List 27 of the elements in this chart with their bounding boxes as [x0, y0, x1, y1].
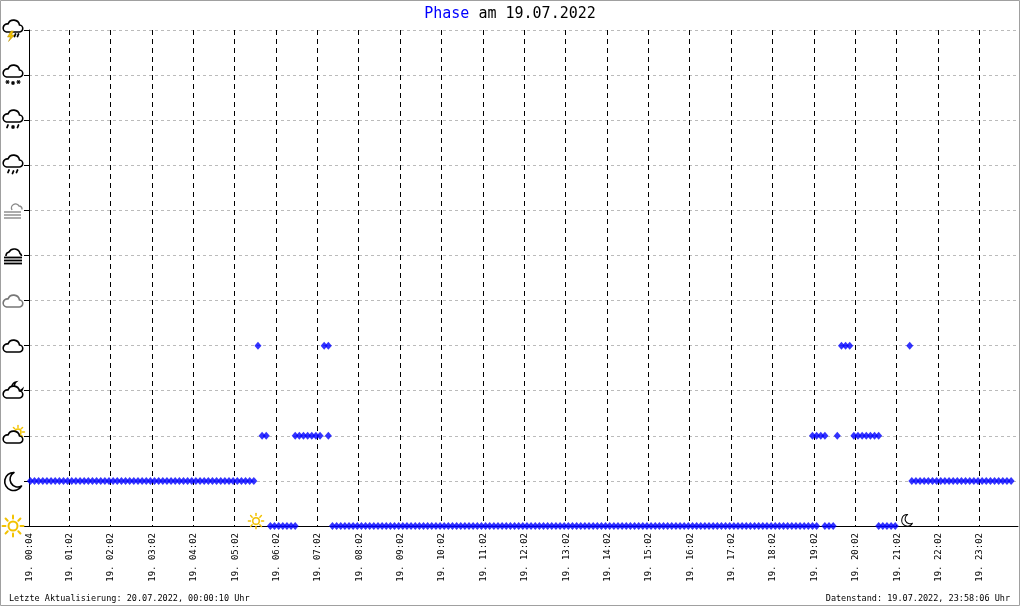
x-tick-label: 19. 19:02	[808, 533, 819, 582]
x-tick-label: 19. 20:02	[850, 533, 861, 582]
x-tick-label: 19. 13:02	[560, 533, 571, 582]
x-tick-label: 19. 17:02	[726, 533, 737, 582]
x-tick-label: 19. 15:02	[643, 533, 654, 582]
x-tick-label: 19. 04:02	[188, 533, 199, 582]
x-tick-label: 19. 14:02	[601, 533, 612, 582]
x-tick-label: 19. 16:02	[684, 533, 695, 582]
x-tick-label: 19. 23:02	[974, 533, 985, 582]
x-tick-label: 19. 18:02	[767, 533, 778, 582]
text: Datenstand: 19.07.2022, 23:58:06 Uhr	[825, 593, 1010, 603]
x-tick-label: 19. 11:02	[477, 533, 488, 582]
x-tick-label: 19. 05:02	[229, 533, 240, 582]
x-tick-label: 19. 07:02	[312, 533, 323, 582]
x-tick-label: 19. 12:02	[519, 533, 530, 582]
x-tick-label: 19. 02:02	[105, 533, 116, 582]
x-tick-label: 19. 00:04	[24, 533, 34, 582]
x-tick-label: 19. 21:02	[891, 533, 902, 582]
x-tick-label: 19. 10:02	[436, 533, 447, 582]
x-tick-label: 19. 22:02	[933, 533, 943, 582]
x-tick-label: 19. 08:02	[353, 533, 364, 582]
chart-title: Phase am 19.07.2022	[423, 4, 597, 22]
text: Letzte Aktualisierung: 20.07.2022, 00:00:10 Uhr	[9, 593, 250, 603]
x-tick-label: 19. 06:02	[270, 533, 281, 582]
x-tick-label: 19. 03:02	[146, 533, 157, 582]
x-tick-label: 19. 01:02	[64, 533, 74, 582]
x-tick-label: 19. 09:02	[395, 533, 406, 582]
